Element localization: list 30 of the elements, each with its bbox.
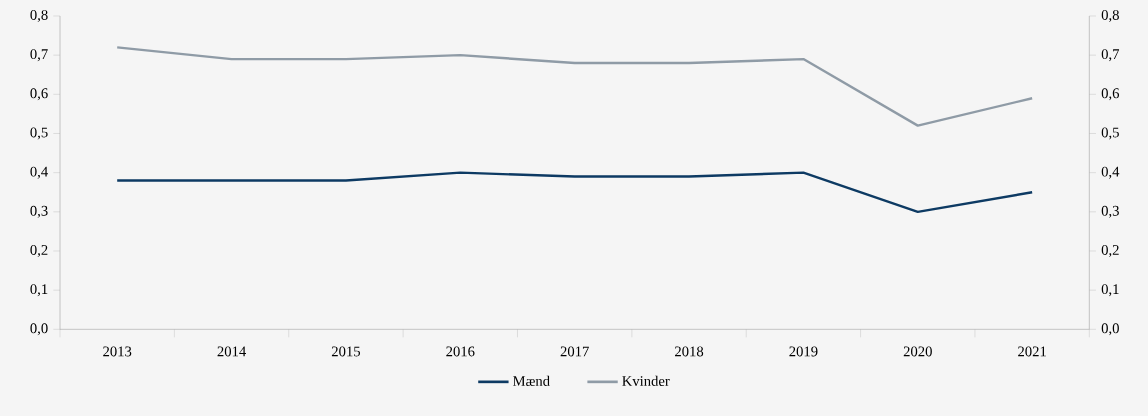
- y-tick-label: 0,2: [1101, 244, 1119, 257]
- y-tick-label: 0,8: [1101, 10, 1119, 22]
- y2-tick-label: 0,8: [30, 10, 48, 22]
- y2-tick-label: 0,1: [30, 284, 48, 297]
- x-tick-label: 2019: [789, 346, 818, 357]
- y-tick-label: 0,1: [1101, 284, 1119, 297]
- y2-tick-label: 0,5: [30, 127, 48, 140]
- x-tick-label: 2018: [675, 346, 704, 357]
- x-tick-label: 2015: [331, 346, 361, 357]
- x-tick-label: 2017: [560, 346, 589, 357]
- y2-tick-label: 0,2: [30, 244, 48, 257]
- line-series: [116, 46, 1034, 127]
- y-tick-label: 0,3: [1101, 205, 1119, 218]
- y-tick-label: 0,5: [1101, 127, 1119, 140]
- y-tick-label: 0,6: [1101, 88, 1120, 101]
- legend-label: Mænd: [512, 375, 550, 386]
- x-tick-label: 2014: [217, 346, 247, 357]
- x-tick-label: 2020: [903, 346, 932, 357]
- y2-tick-label: 0,6: [30, 88, 48, 101]
- x-tick-label: 2016: [446, 346, 475, 357]
- y2-tick-label: 0,3: [30, 205, 48, 218]
- legend-label: Kvinder: [622, 375, 670, 386]
- y-tick-label: 0,4: [1101, 166, 1120, 179]
- y2-tick-label: 0,4: [30, 166, 48, 179]
- y-tick-label: 0,7: [1101, 49, 1120, 62]
- y2-tick-label: 0,0: [30, 323, 48, 336]
- y-tick-label: 0,0: [1101, 323, 1119, 336]
- x-tick-label: 2021: [1018, 346, 1046, 357]
- x-tick-label: 2013: [103, 346, 132, 357]
- y2-tick-label: 0,7: [30, 49, 48, 62]
